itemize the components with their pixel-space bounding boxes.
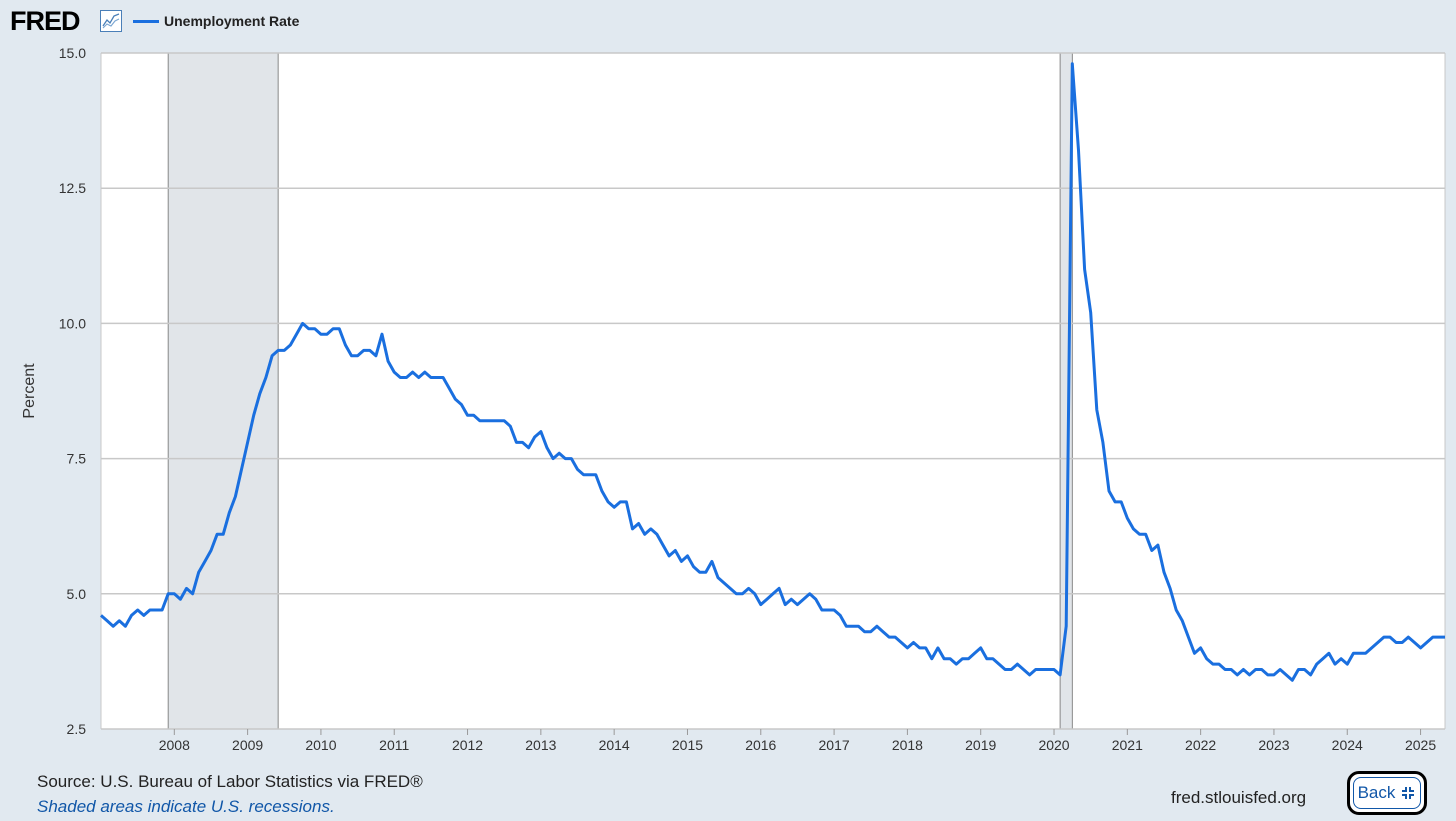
y-axis-ticks: 2.5 5.0 7.5 10.0 12.5 15.0 xyxy=(59,45,86,737)
x-tick-label-2016: 2016 xyxy=(745,737,776,753)
x-tick-label-2024: 2024 xyxy=(1332,737,1363,753)
y-tick-label-10.0: 10.0 xyxy=(59,315,86,331)
x-tick-label-2011: 2011 xyxy=(379,737,409,753)
legend-label: Unemployment Rate xyxy=(164,13,300,29)
back-button-label: Back xyxy=(1357,783,1396,802)
x-tick-label-2015: 2015 xyxy=(672,737,703,753)
source-text: Source: U.S. Bureau of Labor Statistics … xyxy=(37,772,423,791)
x-axis-ticks: 2008 2009 2010 2011 2012 2013 2014 2015 2016 2017… xyxy=(159,729,1436,753)
y-tick-label-5.0: 5.0 xyxy=(67,586,87,602)
x-tick-label-2012: 2012 xyxy=(452,737,483,753)
x-tick-label-2025: 2025 xyxy=(1405,737,1436,753)
collapse-arrows-icon xyxy=(1402,787,1415,799)
x-tick-label-2013: 2013 xyxy=(525,737,556,753)
chart-header: FRED Unemployment Rate xyxy=(0,0,1456,44)
x-tick-label-2017: 2017 xyxy=(819,737,850,753)
y-tick-label-2.5: 2.5 xyxy=(67,721,87,737)
x-tick-label-2008: 2008 xyxy=(159,737,190,753)
series-line-1 xyxy=(100,62,1445,682)
x-tick-label-2022: 2022 xyxy=(1185,737,1216,753)
y-tick-label-12.5: 12.5 xyxy=(59,180,86,196)
y-axis-label: Percent xyxy=(21,363,38,419)
plot-area xyxy=(101,53,1445,729)
y-tick-label-15.0: 15.0 xyxy=(59,45,86,61)
x-tick-label-2010: 2010 xyxy=(305,737,336,753)
x-tick-label-2014: 2014 xyxy=(599,737,630,753)
site-url[interactable]: fred.stlouisfed.org xyxy=(1171,788,1307,807)
back-button-inner[interactable]: Back xyxy=(1353,777,1421,809)
fred-logo: FRED xyxy=(10,6,80,36)
y-tick-label-7.5: 7.5 xyxy=(67,451,87,467)
x-tick-label-2018: 2018 xyxy=(892,737,923,753)
legend-swatch xyxy=(133,20,159,23)
x-tick-label-2009: 2009 xyxy=(232,737,263,753)
recession-note: Shaded areas indicate U.S. recessions. xyxy=(37,797,335,816)
x-tick-label-2020: 2020 xyxy=(1038,737,1069,753)
series-layer xyxy=(100,62,1445,682)
x-tick-label-2021: 2021 xyxy=(1112,737,1143,753)
x-tick-label-2023: 2023 xyxy=(1258,737,1289,753)
chart-line-icon xyxy=(100,10,122,32)
x-tick-label-2019: 2019 xyxy=(965,737,996,753)
back-button[interactable]: Back xyxy=(1347,771,1427,815)
